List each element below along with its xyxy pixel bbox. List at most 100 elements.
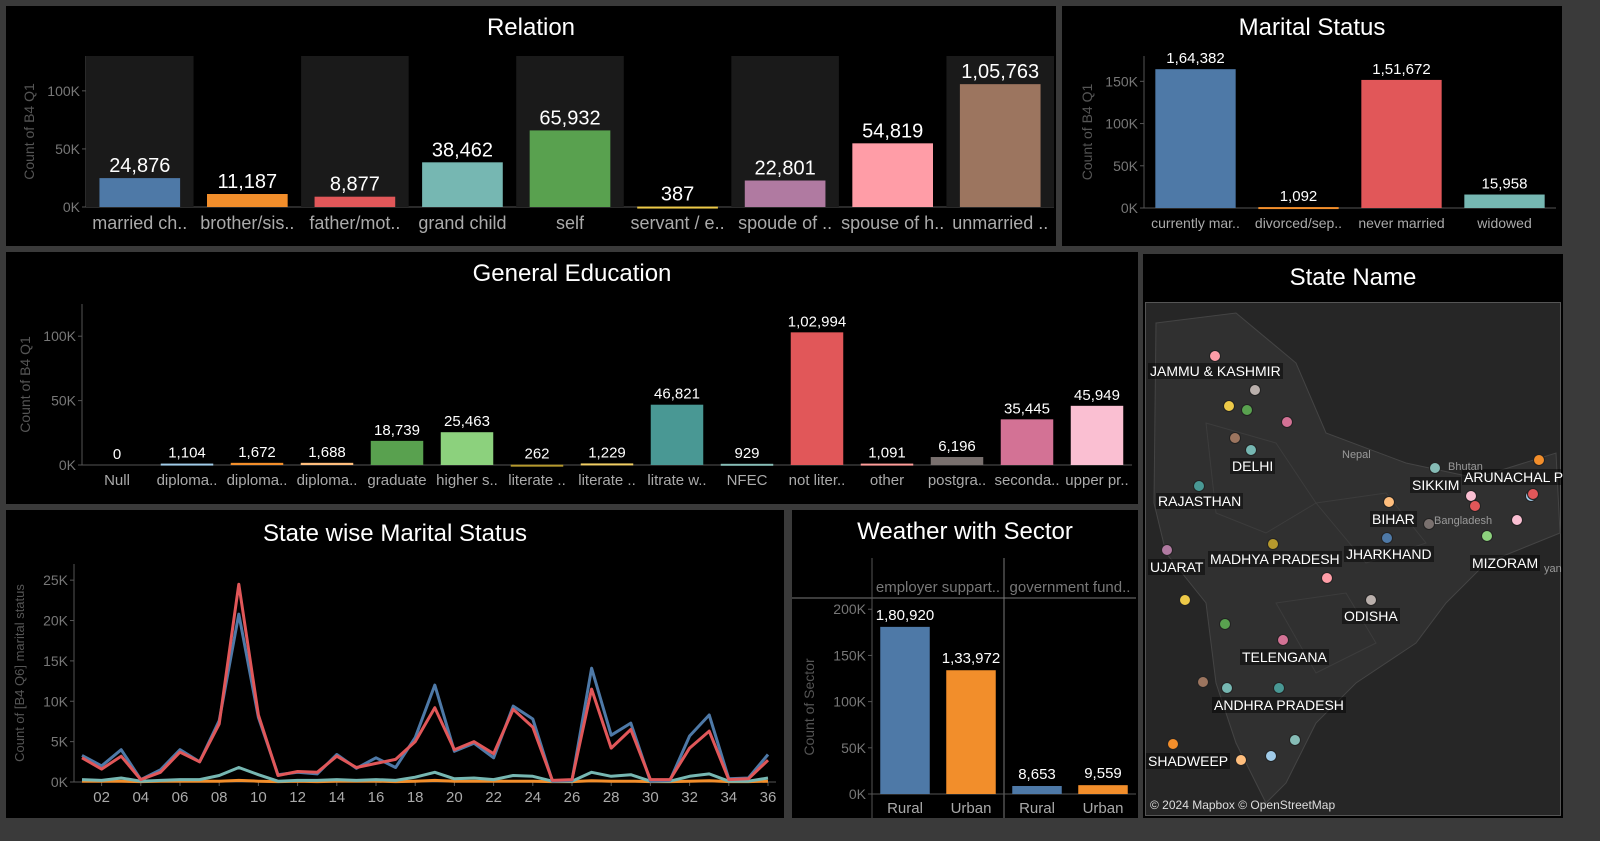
map-point[interactable]: [1321, 572, 1333, 584]
map-label: SIKKIM: [1410, 477, 1462, 493]
map-point[interactable]: [1229, 432, 1241, 444]
x-tick-label: 14: [328, 789, 345, 806]
map-point[interactable]: [1235, 754, 1247, 766]
map-point[interactable]: [1527, 488, 1539, 500]
bar: [790, 332, 844, 465]
map-point[interactable]: [1249, 384, 1261, 396]
data-label: 262: [524, 446, 549, 463]
data-label: 38,462: [432, 139, 493, 161]
map-point[interactable]: [1533, 454, 1545, 466]
bar: [99, 178, 181, 207]
map-label: MIZORAM: [1470, 555, 1541, 571]
data-label: 1,64,382: [1166, 50, 1224, 67]
x-tick-label: grand child: [418, 213, 506, 233]
map-point[interactable]: [1179, 594, 1191, 606]
y-tick-label: 20K: [43, 613, 69, 629]
bar: [930, 457, 984, 465]
y-tick-label: 15K: [43, 653, 69, 669]
y-tick-label: 25K: [43, 572, 69, 588]
y-tick-label: 0K: [1121, 200, 1139, 216]
map-point[interactable]: [1281, 416, 1293, 428]
state-marital-title: State wise Marital Status: [262, 520, 528, 547]
bar: [1361, 79, 1442, 209]
x-tick-label: litrate w..: [647, 472, 706, 489]
x-tick-label: Rural: [1019, 800, 1055, 817]
bar: [529, 130, 611, 207]
map-point[interactable]: [1423, 518, 1435, 530]
map-point[interactable]: [1221, 682, 1233, 694]
bar: [1258, 207, 1339, 210]
x-tick-label: literate ..: [508, 472, 566, 489]
map-title: State Name: [1289, 264, 1417, 291]
y-tick-label: 150K: [1105, 73, 1138, 89]
data-label: 1,688: [308, 444, 346, 461]
data-label: 929: [734, 445, 759, 462]
map-point[interactable]: [1223, 400, 1235, 412]
bar: [650, 404, 704, 465]
bar: [860, 463, 914, 466]
map-label: DELHI: [1230, 458, 1276, 474]
map-label: ODISHA: [1342, 608, 1400, 624]
x-tick-label: postgra..: [928, 472, 986, 489]
y-axis-title: Count of [B4 Q6] marital status: [12, 584, 27, 762]
y-axis-title: Count of Sector: [801, 658, 817, 756]
y-tick-label: 50K: [51, 393, 77, 409]
map-point[interactable]: [1197, 676, 1209, 688]
data-label: 46,821: [654, 386, 700, 403]
map-point[interactable]: [1209, 350, 1221, 362]
map-point[interactable]: [1193, 480, 1205, 492]
map-point[interactable]: [1511, 514, 1523, 526]
state-marital-chart: 0K 5K 10K 15K 20K 25K Count of [B4 Q6] marital…: [12, 564, 777, 806]
map-point[interactable]: [1273, 682, 1285, 694]
map-point[interactable]: [1429, 462, 1441, 474]
map-point[interactable]: [1161, 544, 1173, 556]
map-point[interactable]: [1167, 738, 1179, 750]
data-label: 1,02,994: [788, 313, 846, 330]
relation-panel: Relation 0K 50K 100K Count of B4 Q1 24,876 ma…: [6, 6, 1056, 246]
map-terrain: [1153, 312, 1561, 804]
data-label: 1,092: [1280, 188, 1318, 205]
y-tick-label: 0K: [51, 774, 69, 790]
map-point[interactable]: [1469, 500, 1481, 512]
bar: [160, 463, 214, 466]
map-point[interactable]: [1265, 750, 1277, 762]
data-label: 35,445: [1004, 400, 1050, 417]
map-label: SHADWEEP: [1146, 753, 1231, 769]
y-tick-label: 50K: [55, 141, 81, 157]
map-point[interactable]: [1481, 530, 1493, 542]
x-tick-label: upper pr..: [1065, 472, 1128, 489]
bar: [230, 462, 284, 465]
y-tick-label: 200K: [833, 601, 866, 617]
bar: [720, 463, 774, 466]
y-tick-label: 0K: [59, 457, 77, 473]
map-point[interactable]: [1381, 532, 1393, 544]
map-point[interactable]: [1289, 734, 1301, 746]
education-panel: General Education 0K 50K 100K Count of B4 Q…: [6, 252, 1138, 504]
bar: [1464, 194, 1545, 208]
x-tick-label: higher s..: [436, 472, 498, 489]
map-area[interactable]: JAMMU & KASHMIR DELHI RAJASTHAN UJARAT M…: [1145, 302, 1563, 816]
x-tick-label: literate ..: [578, 472, 636, 489]
map-label: UJARAT: [1148, 559, 1206, 575]
map-point[interactable]: [1277, 634, 1289, 646]
map-point[interactable]: [1219, 618, 1231, 630]
map-point[interactable]: [1241, 404, 1253, 416]
map-point[interactable]: [1383, 496, 1395, 508]
bar: [207, 194, 288, 207]
weather-title: Weather with Sector: [857, 518, 1073, 545]
data-label: 1,51,672: [1372, 61, 1430, 78]
data-label: 1,104: [168, 445, 206, 462]
map-point[interactable]: [1267, 538, 1279, 550]
map-point[interactable]: [1245, 444, 1257, 456]
x-tick-label: Null: [104, 472, 130, 489]
x-tick-label: not liter..: [789, 472, 846, 489]
map-label: RAJASTHAN: [1156, 493, 1244, 509]
map-point[interactable]: [1365, 594, 1377, 606]
x-tick-label: 36: [760, 789, 777, 806]
map-panel: State Name JAMMU & KASHMIR DELHI RAJASTH…: [1143, 254, 1563, 818]
series-line: [81, 582, 770, 782]
x-tick-label: never married: [1358, 215, 1444, 231]
y-tick-label: 100K: [43, 328, 76, 344]
bar: [422, 162, 503, 207]
map-small-label: Nepal: [1342, 449, 1371, 461]
